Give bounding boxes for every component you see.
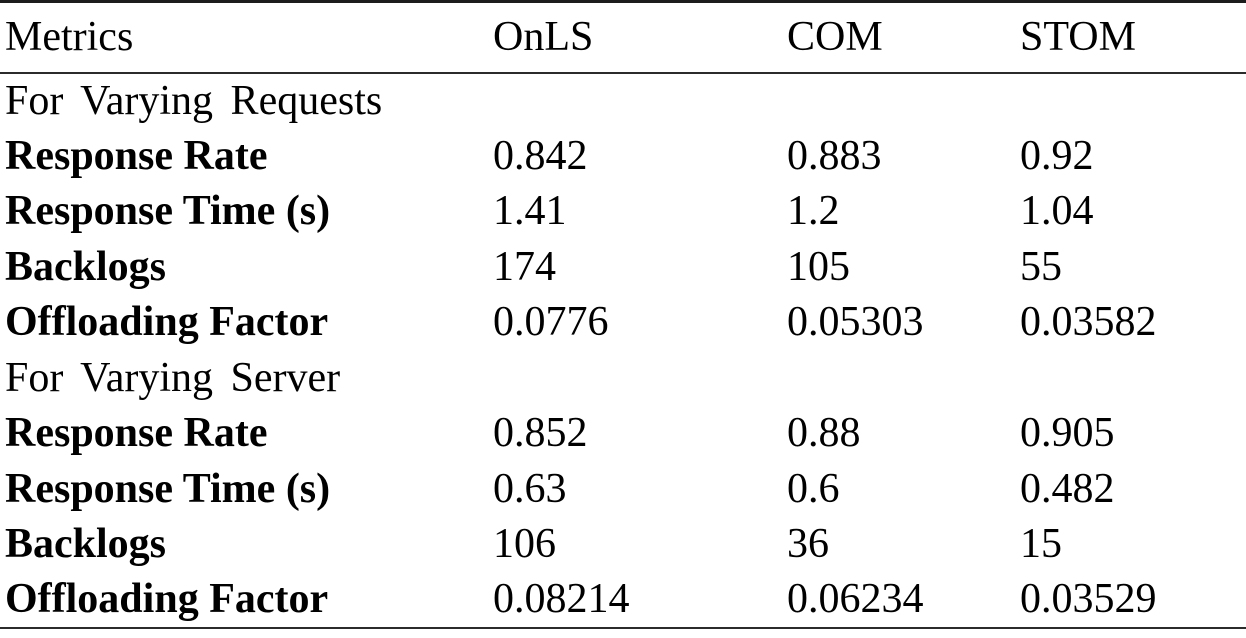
metric-value-com: 1.2: [787, 188, 840, 235]
metric-value-onls: 0.852: [493, 410, 588, 457]
metric-value-com: 0.06234: [787, 576, 924, 623]
table-row: Response Rate 0.852 0.88 0.905: [0, 406, 1246, 462]
metric-label: Response Time (s): [5, 465, 331, 512]
metric-value-com: 0.883: [787, 132, 882, 179]
column-header-stom: STOM: [1020, 14, 1136, 61]
metric-value-onls: 174: [493, 243, 556, 290]
metric-label: Response Time (s): [5, 188, 331, 235]
table-row: Offloading Factor 0.08214 0.06234 0.0352…: [0, 572, 1246, 628]
header-row: Metrics OnLS COM STOM: [0, 2, 1246, 73]
metric-value-onls: 0.0776: [493, 299, 609, 346]
metric-value-stom: 0.905: [1020, 410, 1115, 457]
metric-label: Response Rate: [5, 132, 268, 179]
metric-value-stom: 0.92: [1020, 132, 1094, 179]
section-row: For Varying Requests: [0, 73, 1246, 129]
metric-value-stom: 55: [1020, 243, 1062, 290]
metric-value-com: 0.88: [787, 410, 861, 457]
metric-value-com: 105: [787, 243, 850, 290]
metric-label: Backlogs: [5, 521, 167, 568]
metric-value-onls: 0.842: [493, 132, 588, 179]
metric-value-stom: 15: [1020, 521, 1062, 568]
metric-value-stom: 1.04: [1020, 188, 1094, 235]
metric-value-com: 36: [787, 521, 829, 568]
column-header-onls: OnLS: [493, 14, 594, 61]
section-title-varying-requests: For Varying Requests: [5, 77, 383, 124]
column-header-com: COM: [787, 14, 883, 61]
table-row: Backlogs 174 105 55: [0, 239, 1246, 295]
metric-value-com: 0.6: [787, 465, 840, 512]
metric-value-stom: 0.03582: [1020, 299, 1157, 346]
metric-value-onls: 0.63: [493, 465, 567, 512]
metric-value-stom: 0.03529: [1020, 576, 1157, 623]
table-row: Response Rate 0.842 0.883 0.92: [0, 128, 1246, 184]
metric-value-onls: 106: [493, 521, 556, 568]
metric-value-onls: 1.41: [493, 188, 567, 235]
column-header-metrics: Metrics: [5, 14, 134, 61]
table-row: Response Time (s) 0.63 0.6 0.482: [0, 461, 1246, 517]
section-title-varying-server: For Varying Server: [5, 354, 341, 401]
metric-label: Offloading Factor: [5, 576, 329, 623]
table-row: Response Time (s) 1.41 1.2 1.04: [0, 184, 1246, 240]
metric-value-stom: 0.482: [1020, 465, 1115, 512]
metric-label: Offloading Factor: [5, 299, 329, 346]
metric-label: Backlogs: [5, 243, 167, 290]
metric-value-onls: 0.08214: [493, 576, 630, 623]
table-row: Offloading Factor 0.0776 0.05303 0.03582: [0, 295, 1246, 351]
section-row: For Varying Server: [0, 350, 1246, 406]
table-row: Backlogs 106 36 15: [0, 517, 1246, 573]
metric-label: Response Rate: [5, 410, 268, 457]
metric-value-com: 0.05303: [787, 299, 924, 346]
